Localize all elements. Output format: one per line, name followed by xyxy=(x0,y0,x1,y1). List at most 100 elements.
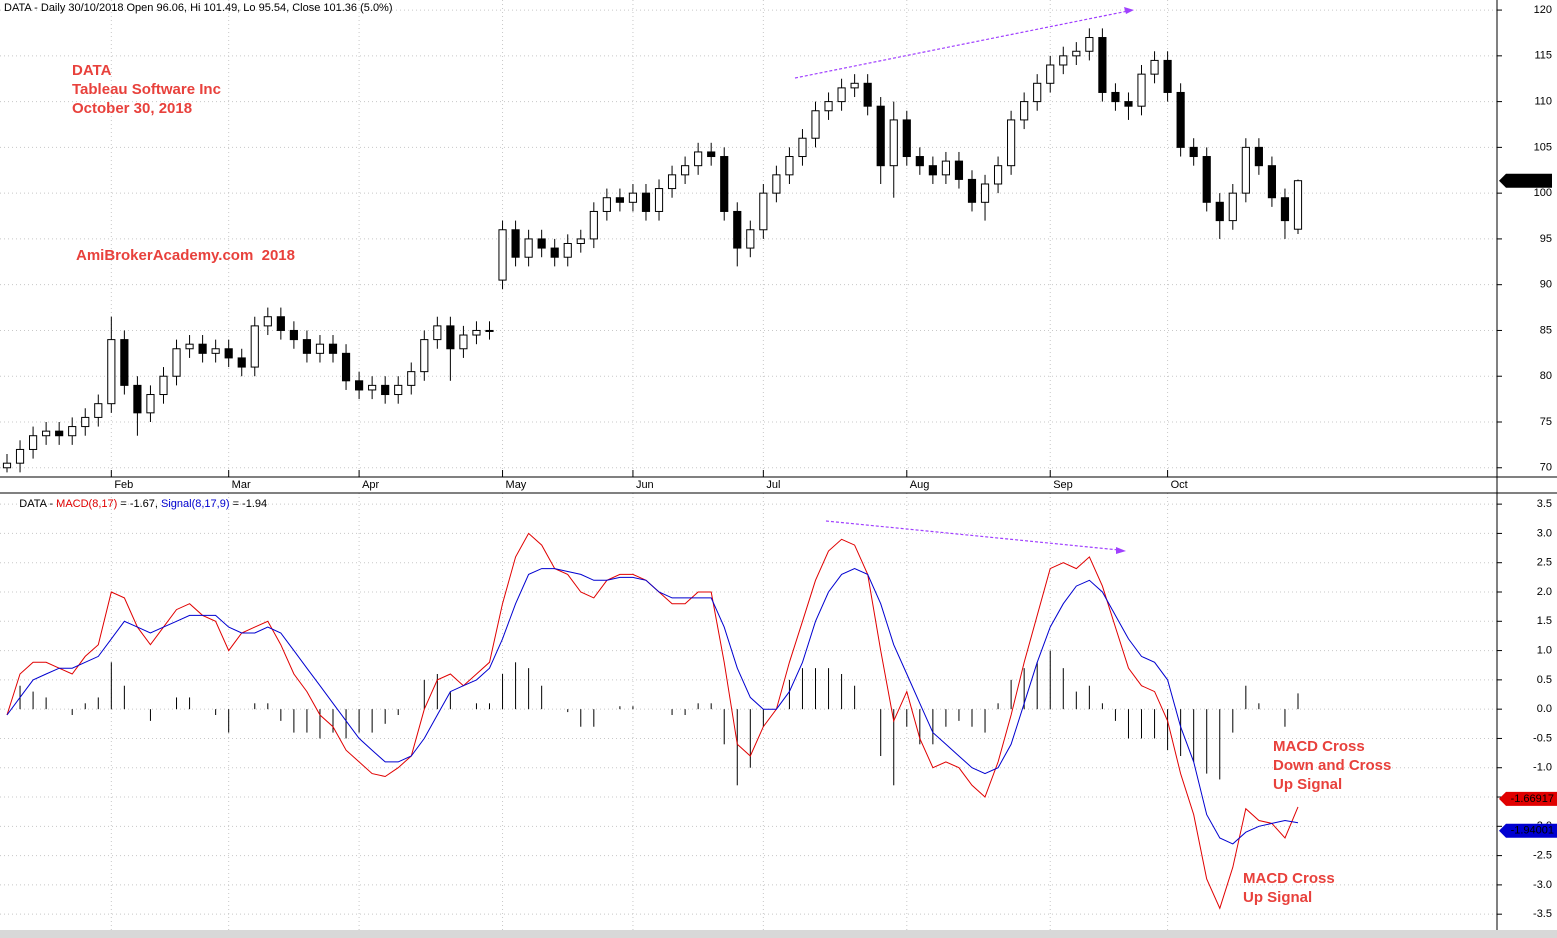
candle-body xyxy=(524,238,533,258)
candle-body xyxy=(1254,146,1263,167)
candle-body xyxy=(681,165,690,176)
candle-body xyxy=(967,178,977,203)
candle-body xyxy=(602,197,611,212)
y-tick-label: 110 xyxy=(1534,96,1552,108)
annotation: Down and Cross xyxy=(1273,757,1391,774)
candle-body xyxy=(289,329,298,341)
y-tick-label: 3.0 xyxy=(1537,527,1552,539)
annotation: DATA xyxy=(72,62,112,79)
candle-body xyxy=(902,119,911,158)
candle-body xyxy=(133,384,142,414)
y-tick-label: 2.5 xyxy=(1537,557,1552,569)
y-tick-label: 70 xyxy=(1540,462,1552,474)
candle-body xyxy=(1202,156,1211,203)
candle-body xyxy=(15,448,25,464)
candle-body xyxy=(954,160,964,180)
legend-text: = -1.67, xyxy=(117,498,161,510)
last-price-tag xyxy=(1499,173,1552,188)
candle-body xyxy=(733,210,742,249)
candle-body xyxy=(811,110,820,139)
y-tick-label: -1.0 xyxy=(1533,762,1552,774)
annotation: October 30, 2018 xyxy=(72,100,192,117)
candle-body xyxy=(459,334,468,350)
y-tick-label: 1.5 xyxy=(1537,615,1552,627)
candle-body xyxy=(707,151,716,158)
candle-body xyxy=(1241,146,1250,194)
annotation: Tableau Software Inc xyxy=(72,81,221,98)
x-tick-label: Jun xyxy=(636,479,654,491)
candle-body xyxy=(407,371,416,386)
y-tick-label: 1.0 xyxy=(1537,644,1552,656)
candle-body xyxy=(68,426,77,437)
x-tick-label: Aug xyxy=(910,479,930,491)
x-tick-label: Feb xyxy=(114,479,133,491)
candle-body xyxy=(446,325,455,350)
candle-body xyxy=(615,197,624,203)
candle-body xyxy=(1007,119,1016,167)
series-line xyxy=(6,568,1299,845)
last-value-label: -1.94001 xyxy=(1511,825,1554,837)
y-tick-label: -3.0 xyxy=(1533,879,1552,891)
candle-body xyxy=(185,343,194,350)
candle-body xyxy=(537,238,546,249)
candle-body xyxy=(42,430,51,437)
legend-text: = -1.94 xyxy=(230,498,268,510)
y-tick-label: 2.0 xyxy=(1537,586,1552,598)
candle-body xyxy=(211,348,220,354)
candle-body xyxy=(1124,101,1133,107)
candle-body xyxy=(1085,37,1094,52)
candle-body xyxy=(824,101,833,112)
candle-body xyxy=(641,192,651,212)
y-tick-label: 90 xyxy=(1540,279,1552,291)
candle-body xyxy=(993,165,1003,185)
candle-body xyxy=(394,384,403,396)
candle-body xyxy=(941,160,950,176)
arrow-head xyxy=(1116,547,1126,554)
candle-body xyxy=(654,188,664,212)
candle-body xyxy=(550,247,559,258)
candle-body xyxy=(1293,180,1303,230)
candle-body xyxy=(628,192,638,203)
annotation: Up Signal xyxy=(1243,889,1312,906)
y-tick-label: 120 xyxy=(1534,4,1552,16)
candle-body xyxy=(1072,50,1081,57)
candle-body xyxy=(2,462,12,469)
candle-body xyxy=(433,325,442,341)
candle-body xyxy=(81,416,90,428)
candle-body xyxy=(563,242,572,258)
candle-body xyxy=(146,394,155,414)
candle-body xyxy=(1020,101,1029,121)
candle-body xyxy=(276,316,285,331)
sheet-tabs xyxy=(0,930,1557,938)
y-tick-label: 100 xyxy=(1534,187,1552,199)
candle-body xyxy=(159,375,168,396)
candle-body xyxy=(315,343,325,354)
x-tick-label: May xyxy=(506,479,527,491)
macd-legend: DATA - MACD(8,17) = -1.67, Signal(8,17,9… xyxy=(4,498,276,510)
candle-body xyxy=(1137,73,1146,107)
x-tick-label: Jul xyxy=(766,479,780,491)
candle-body xyxy=(785,156,794,176)
candle-body xyxy=(498,229,507,281)
y-tick-label: 95 xyxy=(1540,233,1552,245)
candle-body xyxy=(511,229,520,258)
candle-body xyxy=(55,430,64,437)
y-tick-label: -3.5 xyxy=(1533,908,1552,920)
candle-body xyxy=(94,403,103,418)
candle-body xyxy=(381,384,390,396)
candle-body xyxy=(850,82,859,89)
candle-body xyxy=(1150,59,1159,75)
y-tick-label: -0.5 xyxy=(1533,732,1552,744)
candle-body xyxy=(28,435,38,450)
candle-body xyxy=(667,174,677,190)
y-tick-label: 0.5 xyxy=(1537,674,1552,686)
candle-body xyxy=(1176,91,1185,148)
annotation: MACD Cross xyxy=(1273,738,1365,755)
legend-text: DATA - xyxy=(19,498,56,510)
candle-body xyxy=(420,339,429,373)
candle-body xyxy=(876,105,885,167)
